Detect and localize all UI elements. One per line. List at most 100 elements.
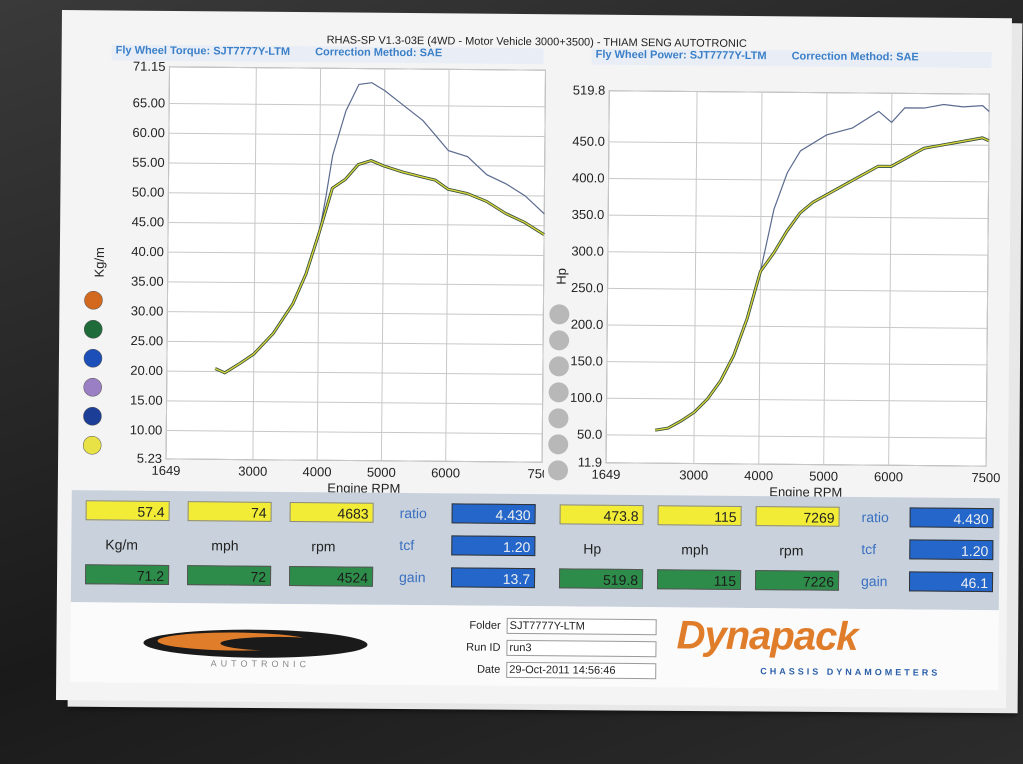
y-tick-label: 30.00 [131, 303, 164, 318]
x-gridline [316, 68, 322, 461]
y-gridline [167, 251, 544, 256]
legend-dot [83, 407, 102, 426]
x-gridline [823, 92, 828, 465]
y-tick-label: 50.00 [132, 184, 165, 199]
y-tick-label: 71.15 [133, 60, 166, 74]
legend-dot [83, 378, 102, 397]
readout-mph-current-right: 115 [657, 505, 742, 526]
y-tick-label: 25.00 [131, 333, 164, 348]
x-tick-label: 1649 [151, 463, 180, 478]
y-axis-label: Kg/m [92, 247, 107, 277]
x-tick-label: 3000 [238, 464, 267, 479]
x-gridline [380, 68, 386, 461]
x-gridline [541, 70, 546, 463]
unit-mph: mph [211, 537, 239, 554]
y-gridline [608, 141, 989, 146]
tcf-value-left: 1.20 [451, 535, 536, 557]
autotronic-text: AUTOTRONIC [211, 658, 310, 669]
gain-label-right: gain [860, 572, 888, 590]
unit-mph-right: mph [681, 541, 709, 558]
y-tick-label: 10.00 [130, 422, 163, 437]
date-value: 29-Oct-2011 14:56:46 [506, 661, 657, 680]
tcf-label-right: tcf [861, 540, 877, 558]
autotronic-logo: AUTOTRONIC [143, 629, 368, 669]
y-tick-label: 300.0 [571, 243, 604, 258]
dyno-sheet: RHAS-SP V1.3-03E (4WD - Motor Vehicle 30… [55, 10, 1012, 709]
y-gridline [608, 178, 989, 183]
series-line-corrected [214, 159, 545, 374]
x-gridline [693, 91, 698, 464]
x-tick-label: 4000 [303, 464, 332, 479]
x-tick-label: 3000 [679, 467, 708, 482]
power-panel-label: Fly Wheel Power: SJT7777Y-LTM [595, 48, 767, 63]
y-tick-label: 200.0 [571, 317, 604, 332]
y-gridline [166, 400, 543, 405]
y-gridline [169, 103, 546, 108]
y-gridline [166, 430, 543, 435]
x-gridline [445, 69, 450, 462]
x-tick-label: 4000 [744, 468, 773, 483]
sheet-footer: AUTOTRONIC Folder SJT7777Y-LTM Run ID ru… [70, 602, 999, 691]
legend-dot [84, 291, 103, 310]
y-tick-label: 400.0 [572, 170, 605, 185]
y-tick-label: 20.00 [130, 363, 163, 378]
legend-dot [83, 320, 103, 339]
y-tick-label: 450.0 [572, 134, 605, 149]
x-gridline [252, 67, 257, 460]
power-correction-label: Correction Method: SAE [791, 50, 919, 64]
y-gridline [606, 361, 987, 366]
x-tick-label: 7500 [527, 466, 547, 481]
folder-value: SJT7777Y-LTM [506, 617, 657, 636]
y-tick-label: 5.23 [137, 451, 162, 466]
x-axis-label: Engine RPM [769, 484, 842, 498]
legend-dot [83, 349, 103, 368]
x-tick-label: 6000 [431, 465, 460, 480]
y-tick-label: 350.0 [572, 207, 605, 222]
y-tick-label: 35.00 [131, 274, 164, 289]
legend-dot-gray [548, 434, 569, 455]
readout-rpm-current-right: 7269 [755, 506, 840, 527]
gain-label-left: gain [398, 568, 426, 586]
y-gridline [607, 251, 988, 256]
legend-dot-gray [548, 356, 569, 377]
x-tick-label: 7500 [971, 470, 1000, 485]
ratio-value-left: 4.430 [451, 503, 536, 525]
tcf-value-right: 1.20 [909, 539, 994, 561]
dynapack-tagline: CHASSIS DYNAMOMETERS [760, 666, 941, 678]
y-gridline [609, 90, 990, 95]
y-gridline [607, 324, 988, 329]
runid-value: run3 [506, 639, 657, 658]
torque-chart: 1649 3000 4000 5000 6000 7500 71.15 65.00 60.00 5… [82, 60, 548, 494]
y-tick-label: 50.0 [577, 427, 602, 442]
readout-power-peak: 519.8 [558, 568, 644, 590]
runid-label: Run ID [466, 641, 501, 654]
readout-strip: 57.4 74 4683 Kg/m mph rpm 71.2 72 4524 r… [70, 490, 1000, 611]
x-gridline [605, 90, 610, 463]
x-tick-label: 5000 [367, 465, 396, 480]
gain-value-left: 13.7 [450, 567, 536, 589]
unit-rpm-right: rpm [779, 542, 804, 559]
ratio-label-right: ratio [861, 508, 889, 526]
y-gridline [606, 434, 987, 439]
gain-value-right: 46.1 [908, 571, 994, 593]
y-tick-label: 60.00 [132, 125, 165, 140]
y-tick-label: 55.00 [132, 155, 165, 170]
x-gridline [985, 94, 990, 467]
y-gridline [169, 66, 546, 71]
series-line-corrected [655, 137, 990, 431]
x-tick-label: 6000 [874, 469, 903, 484]
tcf-label-left: tcf [399, 536, 415, 554]
y-gridline [167, 340, 544, 346]
y-tick-label: 11.9 [578, 455, 602, 470]
ratio-label-left: ratio [399, 504, 427, 522]
legend-dot-gray [549, 330, 570, 351]
readout-rpm-peak: 4524 [288, 566, 374, 587]
unit-hp: Hp [583, 540, 602, 557]
y-gridline [168, 132, 545, 138]
readout-power-current: 473.8 [559, 504, 644, 526]
x-gridline [165, 66, 171, 459]
dynapack-logo: Dynapack [676, 613, 858, 659]
legend-dot [82, 436, 102, 455]
y-tick-label: 45.00 [132, 214, 165, 229]
y-gridline [168, 192, 545, 197]
